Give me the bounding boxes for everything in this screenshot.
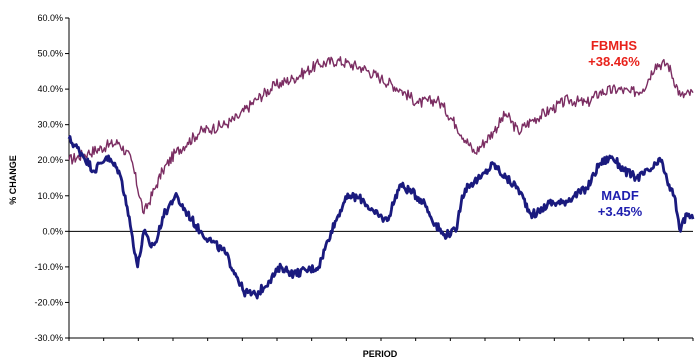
madf-name-label: MADF (601, 188, 639, 203)
y-tick-label: -10.0% (34, 262, 63, 272)
y-tick-label: -20.0% (34, 297, 63, 307)
y-tick-label: 40.0% (37, 84, 63, 94)
y-tick-label: 10.0% (37, 191, 63, 201)
x-axis-title: PERIOD (363, 349, 398, 358)
series-line-madf (67, 135, 695, 300)
series-lines (67, 56, 695, 300)
y-tick-label: -30.0% (34, 333, 63, 343)
series-line-fbmhs (68, 56, 694, 215)
y-axis-title: % CHANGE (8, 155, 18, 205)
y-tick-label: 20.0% (37, 155, 63, 165)
y-tick-label: 50.0% (37, 49, 63, 59)
y-tick-label: 30.0% (37, 120, 63, 130)
y-tick-label: 0.0% (42, 226, 63, 236)
fbmhs-name-label: FBMHS (591, 38, 638, 53)
madf-change-label: +3.45% (598, 204, 643, 219)
fbmhs-change-label: +38.46% (588, 54, 640, 69)
y-axis-ticks: -30.0% -20.0% -10.0% 0.0% 10.0% 20.0% 30.0% 40.… (34, 13, 69, 343)
y-tick-label: 60.0% (37, 13, 63, 23)
